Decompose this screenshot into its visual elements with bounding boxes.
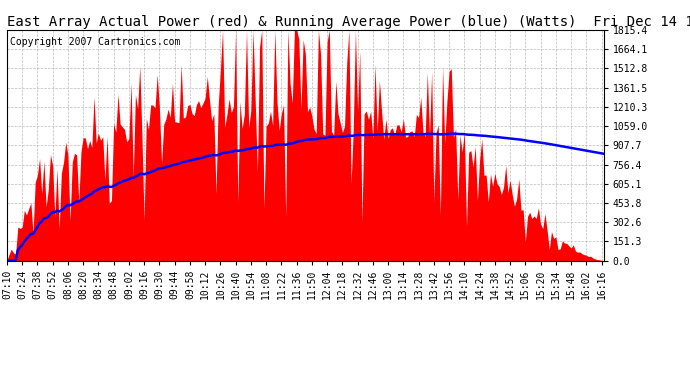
Text: Copyright 2007 Cartronics.com: Copyright 2007 Cartronics.com <box>10 37 180 47</box>
Text: East Array Actual Power (red) & Running Average Power (blue) (Watts)  Fri Dec 14: East Array Actual Power (red) & Running … <box>7 15 690 29</box>
